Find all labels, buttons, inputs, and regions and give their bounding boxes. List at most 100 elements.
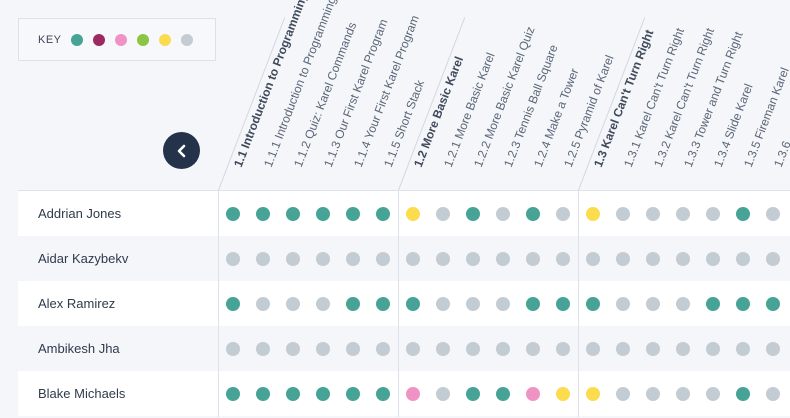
progress-dot[interactable]: [436, 387, 450, 401]
progress-dot[interactable]: [256, 252, 270, 266]
progress-dot[interactable]: [256, 207, 270, 221]
progress-dot[interactable]: [226, 297, 240, 311]
progress-dot[interactable]: [466, 342, 480, 356]
progress-dot[interactable]: [346, 297, 360, 311]
progress-dot[interactable]: [466, 297, 480, 311]
progress-dot[interactable]: [586, 207, 600, 221]
progress-dot[interactable]: [586, 342, 600, 356]
progress-dot[interactable]: [646, 252, 660, 266]
student-name[interactable]: Ambikesh Jha: [38, 341, 120, 356]
progress-dot[interactable]: [346, 342, 360, 356]
progress-dot[interactable]: [676, 387, 690, 401]
progress-dot[interactable]: [766, 387, 780, 401]
progress-dot[interactable]: [616, 342, 630, 356]
progress-dot[interactable]: [736, 297, 750, 311]
progress-dot[interactable]: [286, 297, 300, 311]
progress-dot[interactable]: [556, 342, 570, 356]
progress-dot[interactable]: [466, 387, 480, 401]
progress-dot[interactable]: [256, 297, 270, 311]
progress-dot[interactable]: [736, 207, 750, 221]
progress-dot[interactable]: [706, 207, 720, 221]
progress-dot[interactable]: [226, 207, 240, 221]
student-name[interactable]: Blake Michaels: [38, 386, 126, 401]
lesson-header[interactable]: 1.3.6: [771, 139, 790, 170]
progress-dot[interactable]: [436, 297, 450, 311]
progress-dot[interactable]: [226, 387, 240, 401]
progress-dot[interactable]: [406, 387, 420, 401]
progress-dot[interactable]: [346, 387, 360, 401]
progress-dot[interactable]: [226, 252, 240, 266]
progress-dot[interactable]: [526, 207, 540, 221]
progress-dot[interactable]: [766, 252, 780, 266]
back-button[interactable]: [163, 132, 200, 169]
progress-dot[interactable]: [646, 342, 660, 356]
progress-dot[interactable]: [616, 297, 630, 311]
progress-dot[interactable]: [556, 387, 570, 401]
progress-dot[interactable]: [286, 207, 300, 221]
progress-dot[interactable]: [676, 297, 690, 311]
progress-dot[interactable]: [466, 252, 480, 266]
progress-dot[interactable]: [556, 207, 570, 221]
progress-dot[interactable]: [736, 387, 750, 401]
progress-dot[interactable]: [616, 207, 630, 221]
progress-dot[interactable]: [496, 387, 510, 401]
progress-dot[interactable]: [556, 252, 570, 266]
progress-dot[interactable]: [676, 207, 690, 221]
progress-dot[interactable]: [406, 207, 420, 221]
progress-dot[interactable]: [526, 387, 540, 401]
progress-dot[interactable]: [706, 387, 720, 401]
progress-dot[interactable]: [646, 297, 660, 311]
progress-dot[interactable]: [616, 252, 630, 266]
progress-dot[interactable]: [406, 252, 420, 266]
progress-dot[interactable]: [406, 297, 420, 311]
progress-dot[interactable]: [376, 207, 390, 221]
progress-dot[interactable]: [526, 252, 540, 266]
progress-dot[interactable]: [496, 342, 510, 356]
progress-dot[interactable]: [736, 342, 750, 356]
progress-dot[interactable]: [256, 342, 270, 356]
progress-dot[interactable]: [286, 342, 300, 356]
progress-dot[interactable]: [316, 387, 330, 401]
progress-dot[interactable]: [376, 387, 390, 401]
progress-dot[interactable]: [436, 342, 450, 356]
progress-dot[interactable]: [556, 297, 570, 311]
progress-dot[interactable]: [346, 252, 360, 266]
progress-dot[interactable]: [766, 342, 780, 356]
progress-dot[interactable]: [436, 252, 450, 266]
progress-dot[interactable]: [316, 297, 330, 311]
progress-dot[interactable]: [706, 297, 720, 311]
progress-dot[interactable]: [676, 252, 690, 266]
progress-dot[interactable]: [526, 297, 540, 311]
progress-dot[interactable]: [256, 387, 270, 401]
progress-dot[interactable]: [406, 342, 420, 356]
progress-dot[interactable]: [616, 387, 630, 401]
progress-dot[interactable]: [646, 387, 660, 401]
progress-dot[interactable]: [376, 297, 390, 311]
student-name[interactable]: Aidar Kazybekv: [38, 251, 129, 266]
progress-dot[interactable]: [376, 342, 390, 356]
student-name[interactable]: Alex Ramirez: [38, 296, 116, 311]
progress-dot[interactable]: [316, 342, 330, 356]
progress-dot[interactable]: [316, 252, 330, 266]
student-name[interactable]: Addrian Jones: [38, 206, 122, 221]
progress-dot[interactable]: [586, 297, 600, 311]
progress-dot[interactable]: [496, 207, 510, 221]
progress-dot[interactable]: [286, 252, 300, 266]
progress-dot[interactable]: [436, 207, 450, 221]
progress-dot[interactable]: [496, 252, 510, 266]
progress-dot[interactable]: [466, 207, 480, 221]
progress-dot[interactable]: [736, 252, 750, 266]
progress-dot[interactable]: [586, 252, 600, 266]
progress-dot[interactable]: [706, 342, 720, 356]
progress-dot[interactable]: [226, 342, 240, 356]
progress-dot[interactable]: [646, 207, 660, 221]
progress-dot[interactable]: [286, 387, 300, 401]
progress-dot[interactable]: [316, 207, 330, 221]
progress-dot[interactable]: [586, 387, 600, 401]
progress-dot[interactable]: [346, 207, 360, 221]
progress-dot[interactable]: [376, 252, 390, 266]
progress-dot[interactable]: [766, 207, 780, 221]
progress-dot[interactable]: [706, 252, 720, 266]
progress-dot[interactable]: [766, 297, 780, 311]
progress-dot[interactable]: [496, 297, 510, 311]
